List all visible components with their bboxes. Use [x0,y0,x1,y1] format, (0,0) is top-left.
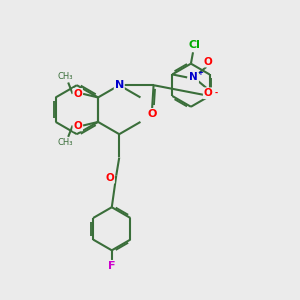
Text: O: O [204,57,212,67]
Text: CH₃: CH₃ [57,138,73,147]
Text: N: N [189,72,198,82]
Text: +: + [197,70,203,76]
Text: O: O [74,89,82,99]
Text: CH₃: CH₃ [57,72,73,81]
Text: F: F [108,261,116,271]
Text: O: O [74,121,82,130]
Text: Cl: Cl [189,40,200,50]
Text: N: N [115,80,124,90]
Text: O: O [147,109,157,119]
Text: -: - [214,89,218,98]
Text: O: O [204,88,212,98]
Text: O: O [105,173,114,183]
